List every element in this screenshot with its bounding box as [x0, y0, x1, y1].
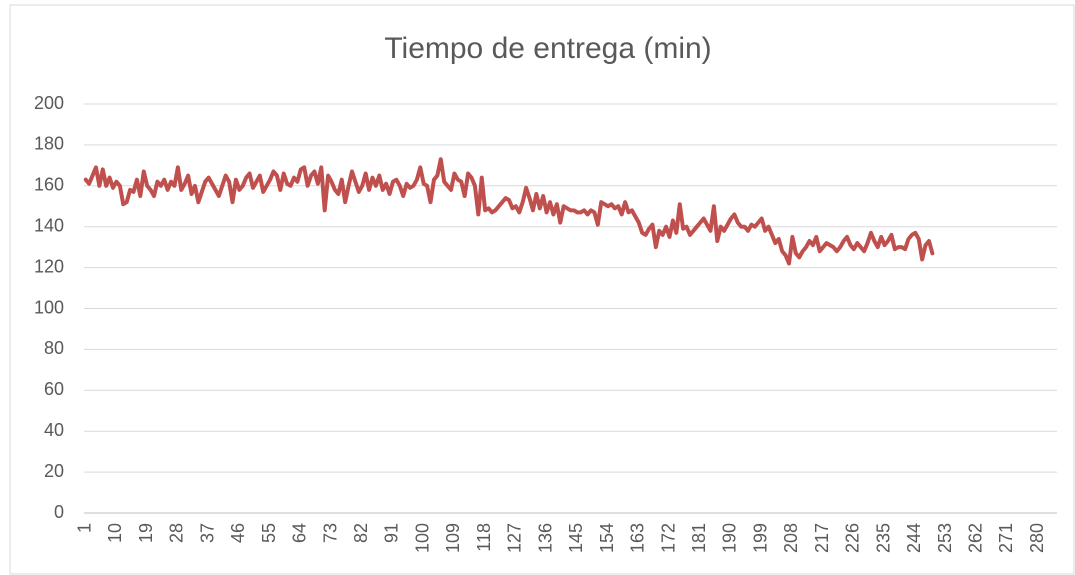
- x-tick-label: 208: [781, 523, 801, 553]
- data-line: [83, 157, 935, 266]
- x-tick-label: 253: [935, 523, 955, 553]
- x-tick-label: 181: [689, 523, 709, 553]
- x-tick-label: 109: [443, 523, 463, 553]
- x-tick-label: 271: [996, 523, 1016, 553]
- x-tick-label: 64: [290, 523, 310, 543]
- x-tick-label: 10: [105, 523, 125, 543]
- y-tick-label: 120: [34, 256, 64, 276]
- x-tick-label: 163: [628, 523, 648, 553]
- y-tick-label: 100: [34, 297, 64, 317]
- x-tick-label: 145: [566, 523, 586, 553]
- chart-title: Tiempo de entrega (min): [384, 32, 711, 65]
- x-tick-label: 244: [904, 523, 924, 553]
- x-tick-label: 262: [966, 523, 986, 553]
- x-tick-label: 91: [382, 523, 402, 543]
- x-tick-label: 136: [535, 523, 555, 553]
- x-tick-label: 19: [136, 523, 156, 543]
- x-tick-label: 199: [750, 523, 770, 553]
- x-tick-label: 280: [1027, 523, 1047, 553]
- x-tick-label: 37: [197, 523, 217, 543]
- x-tick-label: 73: [320, 523, 340, 543]
- y-tick-label: 140: [34, 215, 64, 235]
- y-tick-label: 0: [54, 502, 64, 522]
- y-tick-label: 200: [34, 93, 64, 113]
- x-tick-label: 55: [259, 523, 279, 543]
- x-tick-label: 1: [74, 523, 94, 533]
- x-tick-label: 235: [873, 523, 893, 553]
- x-tick-label: 172: [658, 523, 678, 553]
- x-tick-label: 46: [228, 523, 248, 543]
- y-tick-label: 40: [44, 420, 64, 440]
- x-tick-label: 127: [505, 523, 525, 553]
- y-tick-label: 80: [44, 338, 64, 358]
- x-tick-label: 28: [167, 523, 187, 543]
- x-tick-label: 82: [351, 523, 371, 543]
- chart-area: [9, 4, 1075, 575]
- x-tick-label: 154: [597, 523, 617, 553]
- y-tick-label: 60: [44, 379, 64, 399]
- x-tick-label: 100: [412, 523, 432, 553]
- x-tick-label: 217: [812, 523, 832, 553]
- x-tick-label: 190: [720, 523, 740, 553]
- x-tick-label: 226: [843, 523, 863, 553]
- x-tick-label: 118: [474, 523, 494, 552]
- y-tick-label: 180: [34, 134, 64, 154]
- y-tick-label: 20: [44, 461, 64, 481]
- y-tick-label: 160: [34, 175, 64, 195]
